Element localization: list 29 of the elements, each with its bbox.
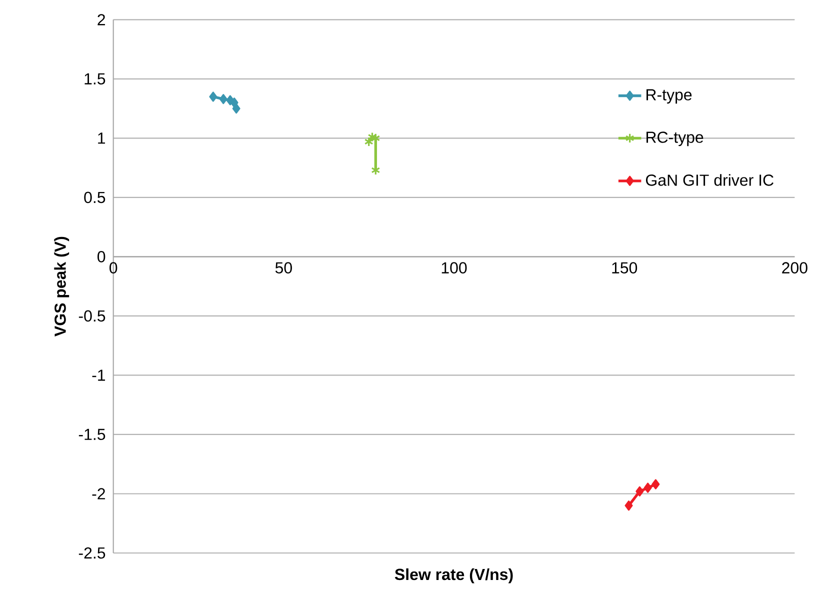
point — [368, 132, 377, 142]
y-axis-title: VGS peak (V) — [54, 236, 70, 336]
legend-label: R-type — [646, 89, 692, 104]
y-tick-label: 0 — [98, 251, 106, 262]
y-tick-label: -1.5 — [78, 428, 106, 440]
x-axis-title: Slew rate (V/ns) — [394, 568, 513, 584]
x-tick-label: 200 — [782, 262, 808, 274]
y-tick-label: 0.5 — [84, 192, 106, 204]
x-tick-label: 100 — [442, 262, 467, 274]
point — [644, 482, 652, 493]
point — [636, 486, 644, 496]
point — [232, 103, 240, 114]
legend-label: GaN GIT driver IC — [646, 174, 774, 186]
point — [624, 500, 633, 511]
x-tick-label: 50 — [275, 262, 292, 274]
y-tick-label: -2.5 — [78, 547, 106, 559]
point — [652, 479, 660, 490]
point — [209, 92, 218, 102]
x-tick-label: 150 — [612, 262, 638, 274]
point — [364, 136, 374, 147]
y-tick-label: -0.5 — [78, 310, 106, 322]
point — [219, 94, 228, 104]
y-tick-label: -1 — [92, 370, 105, 381]
x-tick-label: 0 — [110, 262, 118, 274]
legend-label: RC-type — [646, 132, 704, 146]
y-tick-label: -2 — [92, 488, 105, 500]
y-tick-label: 1 — [98, 132, 105, 144]
y-tick-label: 2 — [98, 14, 105, 26]
y-tick-label: 1.5 — [84, 73, 106, 84]
